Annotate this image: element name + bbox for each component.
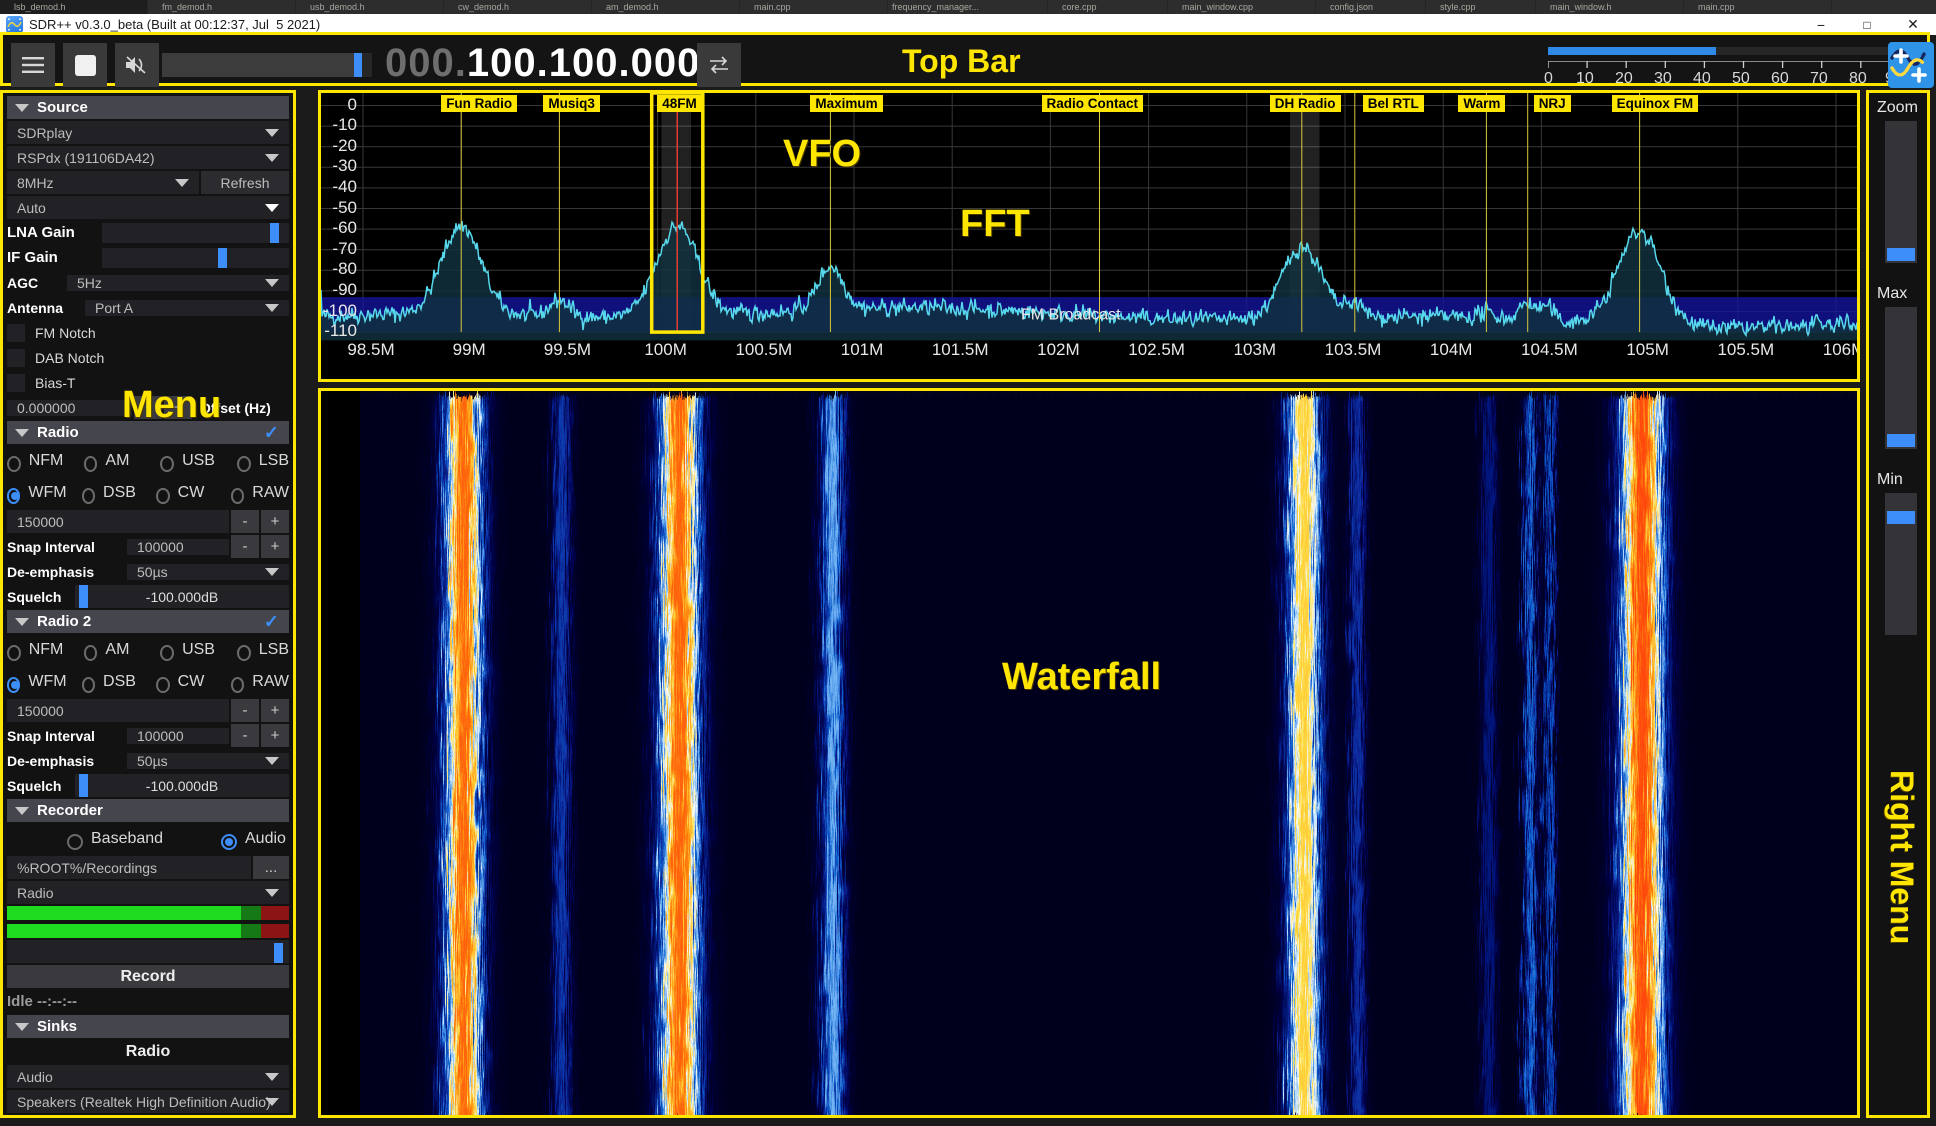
svg-text:FM Broadcast: FM Broadcast xyxy=(1021,307,1121,324)
